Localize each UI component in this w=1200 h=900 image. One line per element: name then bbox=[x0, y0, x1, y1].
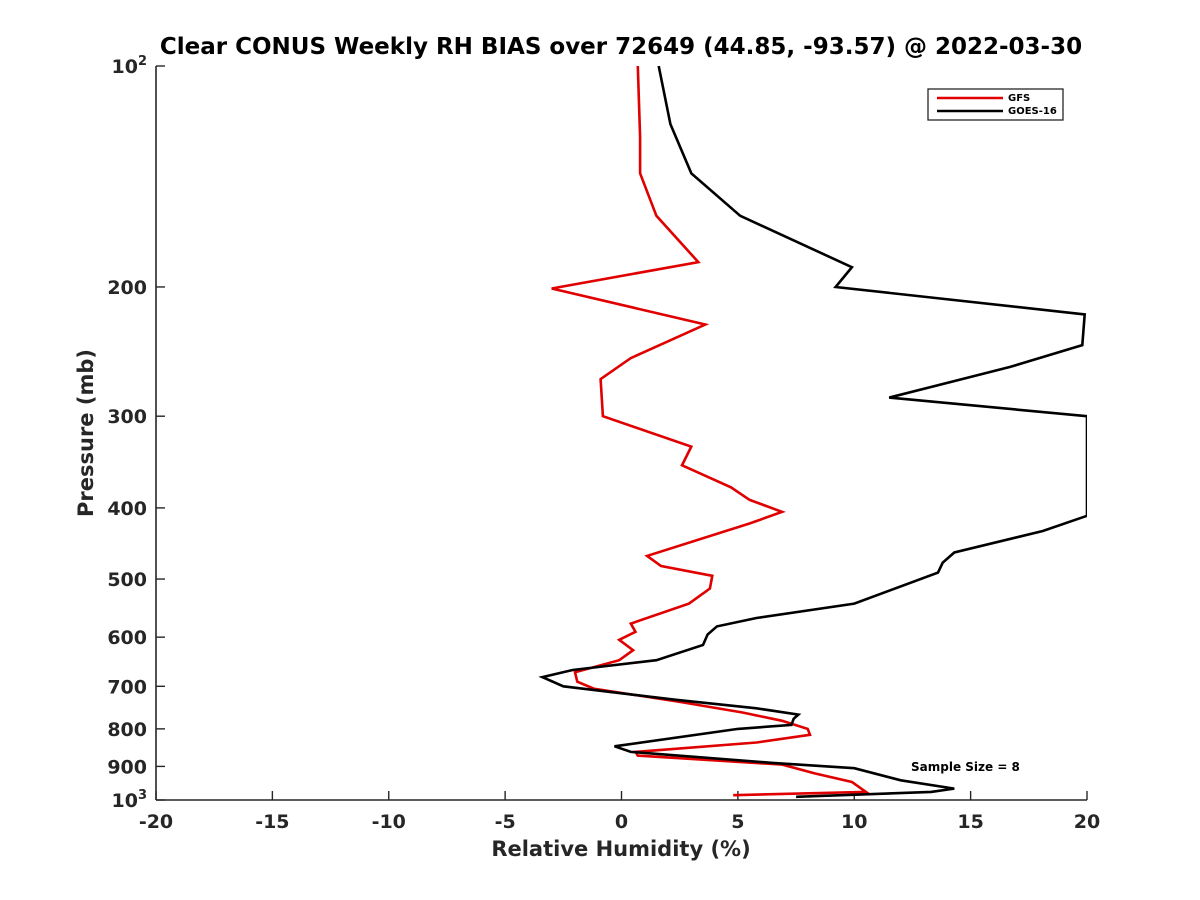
x-tick-label: 15 bbox=[957, 811, 983, 833]
y-tick-label: 600 bbox=[107, 627, 147, 649]
legend-label-goes16: GOES-16 bbox=[1008, 106, 1057, 117]
y-tick-label: 800 bbox=[107, 719, 147, 741]
y-tick-label: 200 bbox=[107, 277, 147, 299]
y-tick-label: 400 bbox=[107, 498, 147, 520]
sample-size-annotation: Sample Size = 8 bbox=[911, 760, 1020, 774]
series-line-goes16 bbox=[538, 66, 1087, 799]
y-tick-label: 103 bbox=[112, 788, 148, 812]
x-tick-label: -5 bbox=[495, 811, 516, 833]
chart-title: Clear CONUS Weekly RH BIAS over 72649 (4… bbox=[160, 34, 1082, 60]
legend: GFS GOES-16 bbox=[927, 88, 1064, 121]
legend-box bbox=[927, 88, 1064, 121]
y-tick-label: 700 bbox=[107, 676, 147, 698]
x-axis-label: Relative Humidity (%) bbox=[491, 837, 750, 861]
x-tick-label: 20 bbox=[1074, 811, 1100, 833]
y-axis-ticks: 102 200 300 400 500 600 700 800 900 103 bbox=[107, 54, 165, 812]
y-tick-label: 500 bbox=[107, 569, 147, 591]
y-tick-label: 900 bbox=[107, 756, 147, 778]
x-tick-label: -15 bbox=[255, 811, 289, 833]
legend-label-gfs: GFS bbox=[1008, 93, 1030, 104]
y-axis-label: Pressure (mb) bbox=[74, 349, 98, 517]
series-layer bbox=[538, 66, 1087, 799]
x-axis-ticks: -20 -15 -10 -5 0 5 10 15 20 bbox=[139, 791, 1100, 833]
x-tick-label: 0 bbox=[615, 811, 628, 833]
x-tick-label: 10 bbox=[841, 811, 867, 833]
series-line-gfs bbox=[551, 66, 870, 797]
x-tick-label: -20 bbox=[139, 811, 173, 833]
y-tick-label: 300 bbox=[107, 406, 147, 428]
x-tick-label: 5 bbox=[731, 811, 744, 833]
y-tick-label: 102 bbox=[112, 54, 148, 78]
x-tick-label: -10 bbox=[372, 811, 406, 833]
